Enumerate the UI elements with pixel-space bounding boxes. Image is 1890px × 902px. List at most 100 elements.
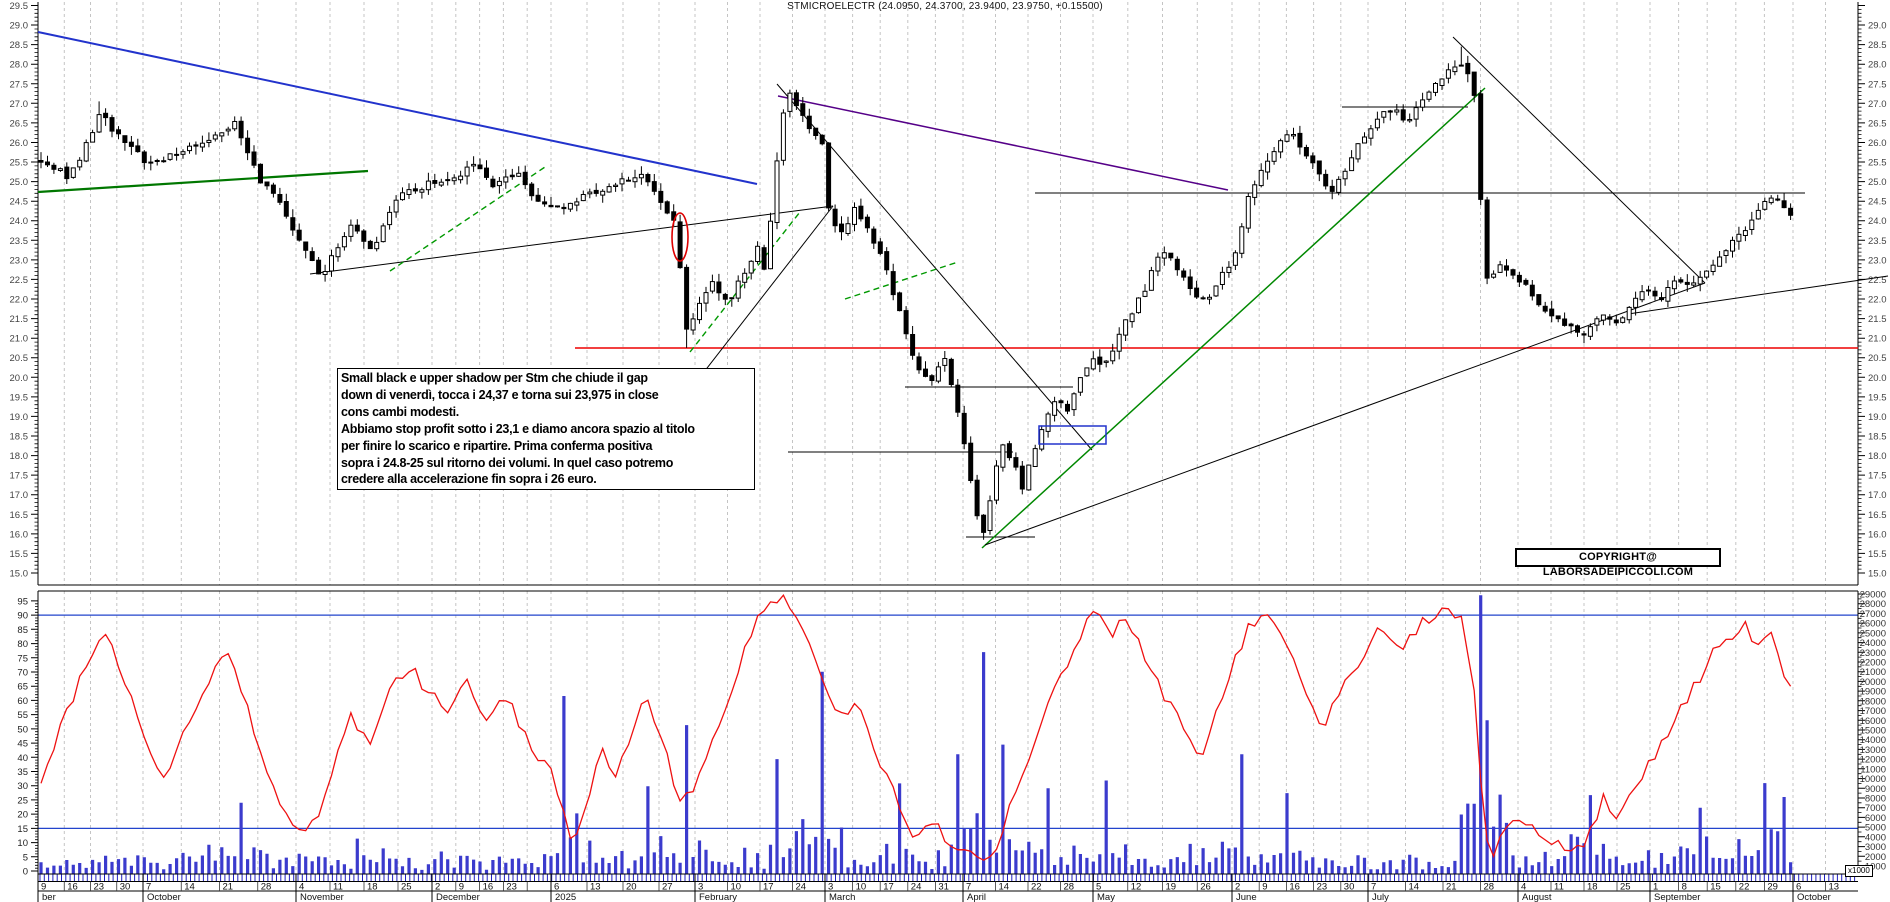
candle xyxy=(1755,209,1761,220)
price-label-right: 23.0 xyxy=(1868,255,1887,266)
candle xyxy=(542,201,548,205)
chart-title: STMICROELECTR (24.0950, 24.3700, 23.9400… xyxy=(787,1,1103,12)
x-axis-day-label: 18 xyxy=(1587,882,1598,893)
candle xyxy=(632,177,638,183)
price-label-right: 22.5 xyxy=(1868,275,1887,286)
price-label-left: 28.5 xyxy=(10,40,29,51)
candle xyxy=(1362,136,1367,144)
price-label-right: 26.0 xyxy=(1868,138,1887,149)
x-axis-day-label: 6 xyxy=(1796,882,1801,893)
candle xyxy=(1433,83,1438,93)
candle xyxy=(1400,109,1406,121)
candle xyxy=(1045,413,1051,432)
wedge-steep-black xyxy=(689,205,834,391)
candle xyxy=(1697,276,1703,285)
x-axis-day-label: 9 xyxy=(459,882,464,893)
candle xyxy=(1213,285,1219,297)
volume-label: 26000 xyxy=(1860,619,1886,630)
candle xyxy=(1187,276,1193,289)
candle xyxy=(780,112,786,161)
price-label-left: 21.5 xyxy=(10,314,29,325)
candle xyxy=(212,134,218,140)
x-axis-day-label: 25 xyxy=(401,882,412,893)
x-axis-day-label: 8 xyxy=(1682,882,1687,893)
candle xyxy=(477,164,483,170)
x-axis-day-label: 17 xyxy=(763,882,774,893)
candle xyxy=(290,217,296,231)
candle xyxy=(1781,200,1787,209)
price-label-left: 25.0 xyxy=(10,177,29,188)
price-label-right: 16.0 xyxy=(1868,529,1887,540)
price-label-left: 15.0 xyxy=(10,569,29,580)
volume-label: 16000 xyxy=(1860,716,1886,727)
candle xyxy=(1587,326,1593,337)
x-axis-month-label: December xyxy=(436,892,480,902)
candle xyxy=(225,128,231,132)
x-axis-day-label: 29 xyxy=(1767,882,1778,893)
candle xyxy=(1555,315,1561,320)
price-label-right: 19.0 xyxy=(1868,412,1887,423)
x-axis-day-label: 2 xyxy=(1235,882,1240,893)
candle xyxy=(1219,271,1225,285)
candle xyxy=(742,272,748,283)
candle xyxy=(1484,199,1490,279)
candle xyxy=(1516,274,1522,283)
candles-layer xyxy=(38,46,1794,540)
candle xyxy=(716,281,722,294)
oscillator-label: 85 xyxy=(17,625,28,636)
candle xyxy=(1652,290,1658,297)
candle xyxy=(238,120,244,139)
x-axis-day-label: 30 xyxy=(120,882,131,893)
candle xyxy=(1491,273,1497,278)
price-label-left: 18.0 xyxy=(10,451,29,462)
candle xyxy=(1626,306,1632,321)
candle xyxy=(1768,197,1774,204)
x-axis-day-label: 17 xyxy=(883,882,894,893)
price-label-right: 16.5 xyxy=(1868,510,1887,521)
candle xyxy=(135,145,141,153)
price-label-right: 28.5 xyxy=(1868,40,1887,51)
candle xyxy=(438,181,444,186)
x-axis-day-label: 20 xyxy=(626,882,637,893)
candle xyxy=(51,164,57,170)
price-label-right: 27.5 xyxy=(1868,79,1887,90)
candle xyxy=(1504,265,1509,271)
x-axis-day-label: 24 xyxy=(911,882,922,893)
price-label-right: 28.0 xyxy=(1868,60,1887,71)
x-axis-month-label: November xyxy=(300,892,344,902)
candle xyxy=(1026,464,1032,491)
candle xyxy=(626,179,631,182)
x-axis-day-label: 3 xyxy=(828,882,833,893)
volume-label: 13000 xyxy=(1860,745,1886,756)
candle xyxy=(1510,269,1516,276)
volume-label: 29000 xyxy=(1860,589,1886,600)
candle xyxy=(1116,333,1122,352)
candle xyxy=(1194,287,1200,298)
price-label-left: 25.5 xyxy=(10,158,29,169)
candle xyxy=(613,184,619,187)
candle xyxy=(1420,99,1426,108)
candle xyxy=(354,224,360,232)
candle xyxy=(1090,358,1096,370)
candle xyxy=(897,292,903,312)
x-axis-day-label: 26 xyxy=(1200,882,1211,893)
candle xyxy=(458,175,464,181)
candle xyxy=(445,179,451,182)
price-label-left: 22.5 xyxy=(10,275,29,286)
candle xyxy=(522,171,528,186)
price-axis: 15.0 15.0 15.5 15.5 16.0 16.0 16.5 16.5 17.0 17.0… xyxy=(10,1,1887,580)
price-label-left: 26.0 xyxy=(10,138,29,149)
x-axis-month-label: October xyxy=(1797,892,1831,902)
candle xyxy=(703,292,709,304)
candle xyxy=(167,153,173,160)
candle xyxy=(1174,258,1180,271)
candle xyxy=(580,194,586,202)
volume-label: 14000 xyxy=(1860,735,1886,746)
x-axis-day-label: 16 xyxy=(483,882,494,893)
x-axis-day-label: 7 xyxy=(1371,882,1376,893)
oscillator-label: 45 xyxy=(17,739,28,750)
resistance-blue xyxy=(37,31,758,185)
candle xyxy=(90,132,96,143)
candle xyxy=(128,141,134,147)
